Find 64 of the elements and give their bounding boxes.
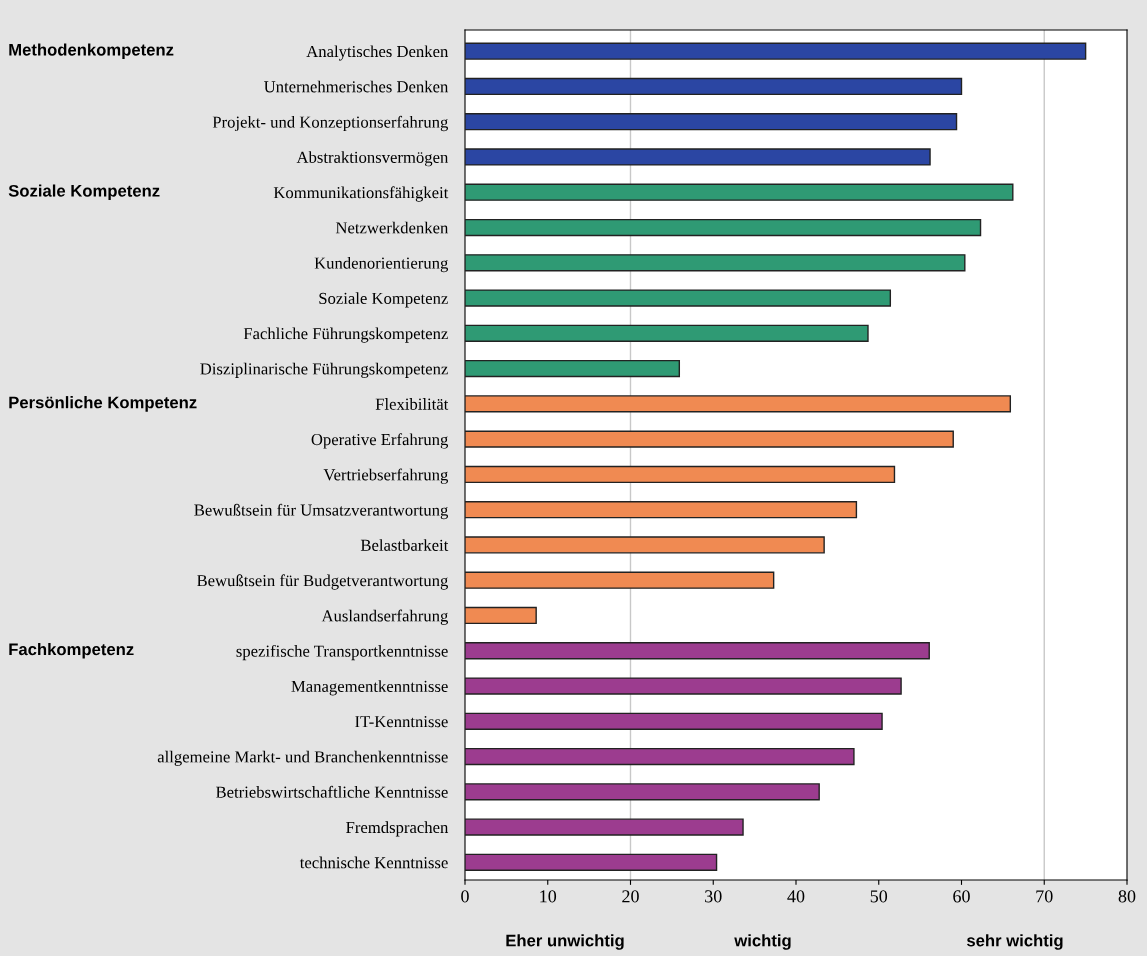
bar bbox=[465, 747, 855, 766]
bar bbox=[465, 359, 681, 378]
x-tick-label: 30 bbox=[705, 890, 722, 903]
x-tick-label: 70 bbox=[1036, 890, 1053, 903]
y-tick-label: Soziale Kompetenz bbox=[319, 292, 448, 308]
x-tick-label: 0 bbox=[461, 890, 469, 903]
y-tick-label: Netzwerkdenken bbox=[335, 221, 449, 234]
y-tick-label: Projekt- und Konzeptionserfahrung bbox=[212, 115, 449, 132]
y-tick-label: Betriebswirtschaftliche Kenntnisse bbox=[216, 785, 448, 798]
bar bbox=[465, 501, 858, 519]
bar bbox=[465, 642, 930, 660]
bar bbox=[465, 183, 1014, 201]
y-tick-label: Fachliche Führungskompetenz bbox=[243, 327, 448, 343]
y-tick-label: Operative Erfahrung bbox=[311, 433, 449, 449]
x-tick-label: 60 bbox=[953, 890, 970, 903]
x-tick-label: 80 bbox=[1118, 890, 1136, 903]
text: sehr wichtig bbox=[966, 934, 1063, 950]
x-tick-label: 10 bbox=[540, 890, 557, 903]
x-tick-label: 40 bbox=[787, 890, 805, 903]
bar bbox=[465, 148, 931, 166]
bar bbox=[465, 254, 966, 272]
y-tick-label: Disziplinarische Führungskompetenz bbox=[200, 362, 448, 378]
y-tick-label: Bewußtsein für Budgetverantwortung bbox=[197, 574, 449, 590]
bar bbox=[465, 465, 896, 484]
y-tick-label: Belastbarkeit bbox=[360, 539, 449, 551]
bar bbox=[465, 606, 537, 625]
bar bbox=[465, 571, 775, 589]
y-tick-label: allgemeine Markt- und Branchenkenntnisse bbox=[157, 750, 448, 766]
text: Methodenkompetenz bbox=[9, 43, 174, 59]
x-tick-label: 20 bbox=[622, 890, 639, 903]
y-tick-label: Analytisches Denken bbox=[306, 45, 449, 61]
y-tick-label: technische Kenntnisse bbox=[299, 856, 448, 869]
text: Eher unwichtig bbox=[506, 934, 624, 950]
bar bbox=[465, 712, 883, 730]
text: wichtig bbox=[734, 934, 791, 950]
y-tick-label: Unternehmerisches Denken bbox=[264, 80, 449, 93]
y-tick-label: IT-Kenntnisse bbox=[355, 716, 448, 728]
text: Soziale Kompetenz bbox=[8, 184, 160, 201]
bar bbox=[465, 536, 825, 554]
y-tick-label: Vertriebserfahrung bbox=[323, 468, 449, 484]
y-tick-label: Fremdsprachen bbox=[346, 821, 449, 837]
y-tick-label: spezifische Transportkenntnisse bbox=[236, 644, 448, 661]
y-tick-label: Kundenorientierung bbox=[314, 257, 449, 273]
y-tick-label: Abstraktionsvermögen bbox=[296, 151, 449, 167]
bar bbox=[465, 42, 1087, 60]
bar bbox=[465, 113, 958, 131]
y-tick-label: Bewußtsein für Umsatzverantwortung bbox=[194, 503, 449, 520]
bar bbox=[465, 783, 820, 801]
y-tick-label: Auslandserfahrung bbox=[321, 609, 449, 625]
x-tick-label: 50 bbox=[870, 890, 888, 903]
y-tick-label: Flexibilität bbox=[375, 398, 449, 410]
bar bbox=[465, 853, 718, 871]
bar bbox=[465, 77, 963, 96]
text: Fachkompetenz bbox=[9, 642, 134, 659]
y-tick-label: Kommunikationsfähigkeit bbox=[273, 186, 449, 202]
bar bbox=[465, 677, 902, 695]
bar bbox=[465, 395, 1012, 413]
bar bbox=[465, 218, 982, 237]
bar bbox=[465, 430, 954, 448]
bar bbox=[465, 818, 744, 836]
y-tick-label: Managementkenntnisse bbox=[291, 680, 448, 696]
text: Persönliche Kompetenz bbox=[9, 396, 197, 412]
bar bbox=[465, 289, 892, 307]
bar bbox=[465, 324, 869, 342]
